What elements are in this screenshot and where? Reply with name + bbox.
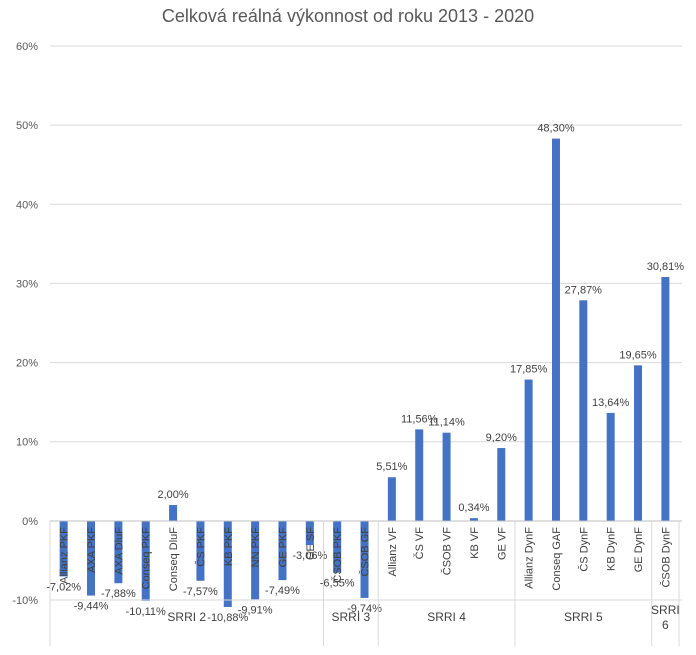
y-tick-label: 0% (22, 516, 38, 528)
bar (661, 277, 670, 521)
category-label: KB VF (469, 527, 481, 559)
data-label: 19,65% (619, 349, 657, 361)
bar (251, 521, 260, 600)
bar (415, 429, 424, 521)
bar (606, 412, 615, 521)
category-label: AXA DluF (113, 527, 125, 575)
group-label: SRRI 6 (651, 603, 680, 632)
chart-title: Celková reálná výkonnost od roku 2013 - … (161, 6, 535, 26)
data-label: 2,00% (157, 489, 188, 501)
category-label: GE SF (305, 527, 317, 560)
y-tick-label: 30% (16, 278, 38, 290)
category-label: GE PKF (277, 527, 289, 568)
data-label: 0,34% (458, 502, 489, 514)
category-label: Allianz VF (387, 527, 399, 577)
category-label: GE VF (496, 527, 508, 560)
data-label: 13,64% (592, 397, 630, 409)
category-label: NN PKF (250, 527, 262, 568)
data-label: 5,51% (376, 461, 407, 473)
bar (141, 521, 150, 601)
data-label: -10,11% (126, 606, 166, 618)
y-tick-label: 60% (16, 41, 38, 53)
category-label: KB DynF (606, 527, 618, 571)
category-label: ČSOB PKF (331, 527, 344, 583)
category-label: Conseq PKF (141, 527, 153, 590)
data-label: 17,85% (510, 364, 548, 376)
category-label: AXA PKF (86, 527, 98, 573)
data-label: -9,74% (347, 603, 382, 615)
bar (196, 521, 205, 581)
data-label: 11,14% (428, 417, 465, 429)
data-label: -10,88% (207, 612, 248, 624)
data-label: -7,57% (183, 586, 218, 598)
category-label: ČSOB VF (441, 527, 454, 576)
data-label: -7,49% (265, 585, 300, 597)
bar (305, 521, 314, 546)
category-label: Conseq DluF (168, 527, 180, 591)
bar (442, 432, 451, 521)
bar (579, 300, 588, 521)
bar (524, 379, 533, 521)
group-label: SRRI 4 (427, 610, 466, 624)
data-label: 11,56% (401, 413, 438, 425)
group-label: SRRI 5 (564, 610, 603, 624)
y-tick-label: -10% (12, 595, 38, 607)
bar (360, 521, 369, 598)
group-label: SRRI 2 (167, 610, 206, 624)
bar (278, 521, 287, 581)
bar (634, 365, 643, 521)
data-label: -3,06% (292, 550, 327, 562)
group-label: SRRI 3 (332, 610, 371, 624)
bar (87, 521, 96, 596)
y-tick-label: 10% (16, 437, 38, 449)
y-tick-label: 40% (16, 199, 38, 211)
category-label: Conseq GAF (551, 527, 563, 591)
category-label: GE DynF (633, 527, 645, 573)
y-tick-label: 20% (16, 358, 38, 370)
bar (114, 521, 123, 584)
bar (169, 505, 178, 521)
data-label: 27,87% (565, 284, 603, 296)
y-tick-label: 50% (16, 120, 38, 132)
data-label: -7,02% (46, 581, 81, 593)
bar (469, 518, 478, 521)
data-label: 30,81% (647, 261, 685, 273)
data-label: -9,91% (238, 604, 273, 616)
category-label: ČS DynF (577, 527, 590, 572)
bar (551, 138, 560, 521)
bar (59, 521, 68, 577)
data-label: 48,30% (537, 123, 575, 135)
category-label: ČS VF (413, 527, 426, 560)
category-label: Allianz PKF (59, 527, 71, 584)
data-label: 9,20% (486, 432, 517, 444)
category-label: Allianz DynF (524, 527, 536, 589)
data-label: -9,44% (74, 601, 109, 613)
bar (223, 521, 232, 607)
data-label: -7,88% (101, 588, 136, 600)
data-label: -6,55% (320, 578, 355, 590)
category-label: ČSOB DynF (659, 527, 672, 588)
category-label: ČS PKF (194, 527, 207, 567)
bar (387, 477, 396, 521)
category-label: KB PKF (223, 527, 235, 566)
category-label: ČSOB GF (359, 527, 372, 577)
bar (333, 521, 342, 573)
bar (497, 448, 506, 521)
